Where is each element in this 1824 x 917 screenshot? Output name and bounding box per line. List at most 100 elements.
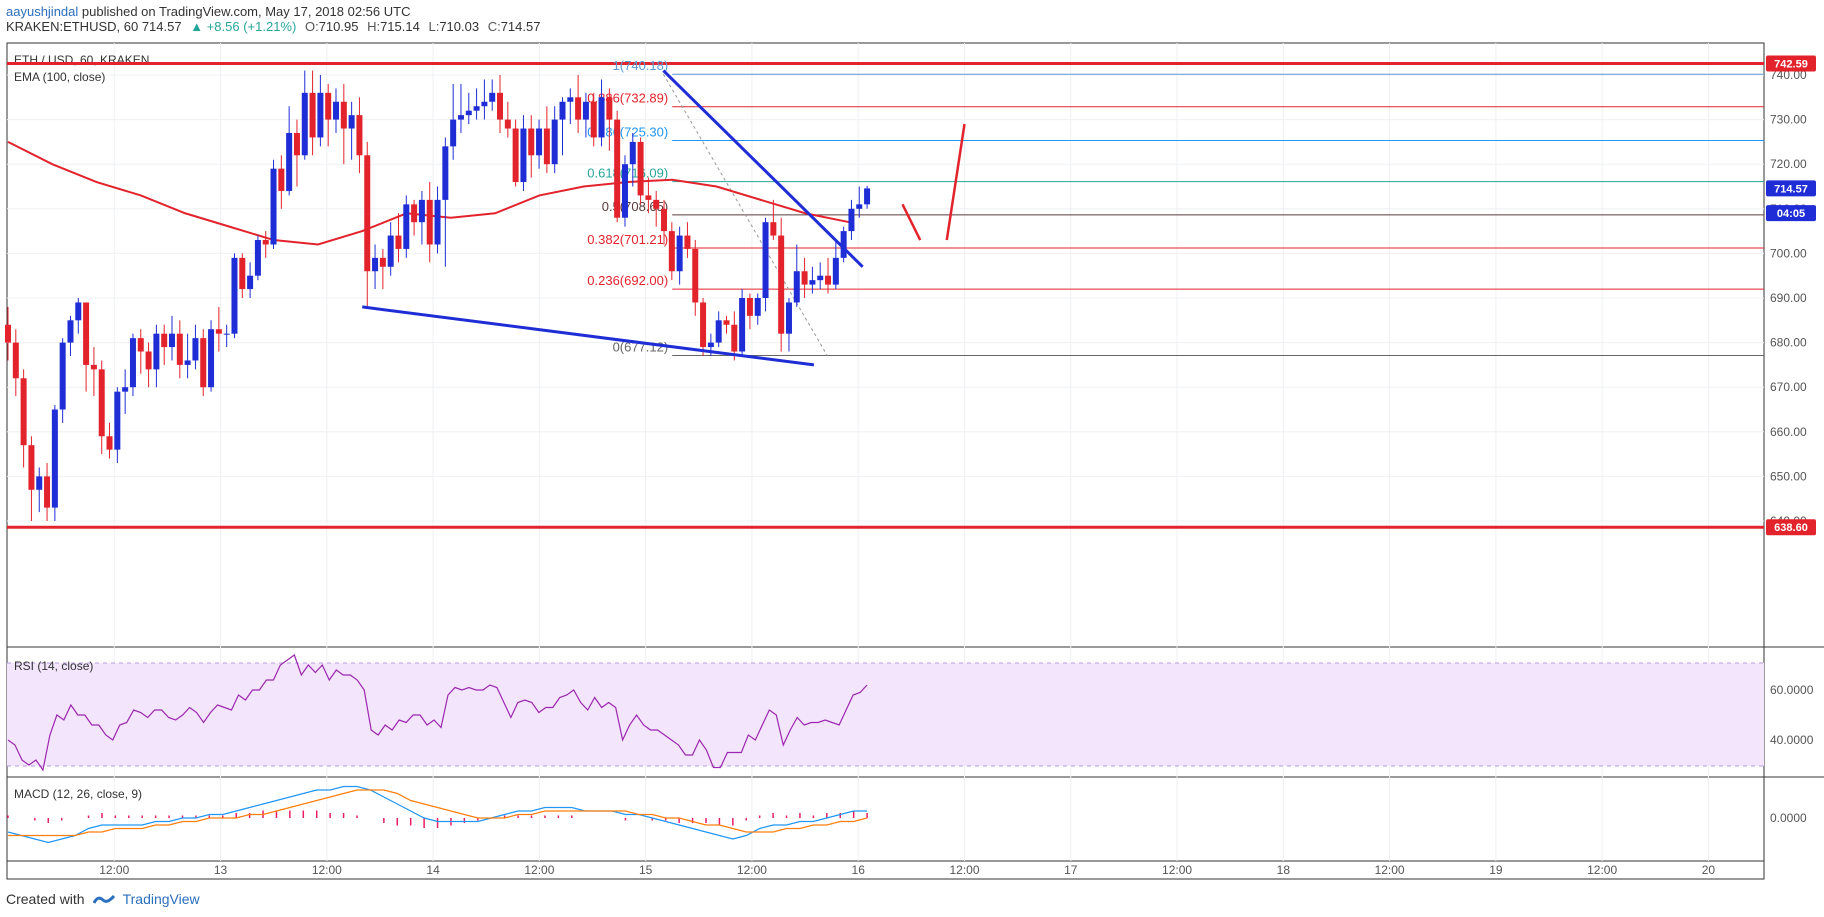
level-tag-label: 638.60 <box>1774 522 1808 534</box>
candle-body <box>864 188 871 205</box>
price-tick-label: 690.00 <box>1770 291 1807 305</box>
candle-body <box>606 97 613 120</box>
candle-body <box>473 106 480 111</box>
candle-body <box>629 141 636 165</box>
candle-body <box>215 329 222 334</box>
price-tag-label: 04:05 <box>1777 208 1805 220</box>
candle-body <box>208 329 215 388</box>
candle-body <box>192 338 199 361</box>
candle-body <box>856 204 863 209</box>
candle-body <box>28 445 35 490</box>
low-value: 710.03 <box>439 19 480 34</box>
time-tick-label: 15 <box>639 863 653 877</box>
price-tags: 742.59 638.60 714.57 04:05 <box>1766 55 1816 536</box>
time-tick-label: 12:00 <box>524 863 554 877</box>
candle-body <box>317 92 324 138</box>
price-tick-label: 730.00 <box>1770 113 1807 127</box>
projection-stroke <box>945 123 966 241</box>
candle-body <box>200 338 207 388</box>
low-label: L: <box>428 19 440 34</box>
high-value: 715.14 <box>380 19 420 34</box>
candle-body <box>621 164 628 218</box>
candle-body <box>278 168 285 191</box>
candle-body <box>348 115 355 129</box>
macd-axis: 0.0000 <box>1770 811 1807 825</box>
rsi-path <box>7 654 868 772</box>
ema-indicator-label: EMA (100, close) <box>14 70 105 84</box>
candle-body <box>90 364 97 370</box>
candle-body <box>262 240 269 245</box>
candle-body <box>176 333 183 365</box>
candle-body <box>590 101 597 138</box>
candle-body <box>825 275 832 285</box>
price-tag-bg <box>1766 180 1816 197</box>
fib-diagonal <box>662 73 828 356</box>
candle-body <box>137 338 144 352</box>
candle-body <box>559 101 566 120</box>
projection-arrows[interactable] <box>901 123 966 241</box>
candle-body <box>36 476 43 490</box>
candle-body <box>114 391 121 450</box>
time-tick-label: 12:00 <box>312 863 342 877</box>
candle-body <box>418 199 425 223</box>
candle-body <box>379 257 386 267</box>
candle-body <box>785 302 792 334</box>
candle-body <box>51 409 58 508</box>
candle-body <box>707 342 714 348</box>
candle-body <box>481 101 488 107</box>
rsi-tick-label: 60.0000 <box>1770 683 1814 697</box>
candle-body <box>457 115 464 120</box>
trendlines[interactable] <box>362 69 864 367</box>
candle-body <box>582 101 589 120</box>
fib-level-label: 0.786(725.30) <box>587 125 668 140</box>
candle-body <box>75 302 82 321</box>
candle-body <box>801 271 808 285</box>
price-tag-bg <box>1766 205 1816 222</box>
candle-body <box>723 320 730 325</box>
candle-body <box>254 240 261 276</box>
time-tick-label: 12:00 <box>949 863 979 877</box>
fib-level-label: 1(740.18) <box>613 58 669 73</box>
candle-body <box>543 128 550 165</box>
candle-body <box>426 199 433 245</box>
open-label: O: <box>304 19 319 34</box>
candle-body <box>5 324 11 343</box>
time-axis: 12:00 13 12:00 14 12:00 15 12:00 16 12:00 17 12:00… <box>99 863 1715 877</box>
candle-body <box>153 333 160 370</box>
trendline <box>662 69 864 268</box>
candle-body <box>520 128 527 183</box>
open-value: 710.95 <box>318 19 359 34</box>
level-tag-label: 742.59 <box>1774 58 1808 70</box>
fibonacci-retracement[interactable]: 1(740.18)0.886(732.89)0.786(725.30)0.618… <box>587 58 1764 356</box>
rsi-tick-label: 40.0000 <box>1770 733 1814 747</box>
trendline <box>362 305 815 367</box>
candle-body <box>286 132 293 191</box>
candle-body <box>676 235 683 272</box>
candle-body <box>551 119 558 165</box>
time-tick-label: 20 <box>1702 863 1716 877</box>
candle-body <box>161 333 168 348</box>
time-tick-label: 12:00 <box>1375 863 1405 877</box>
candle-body <box>489 92 496 102</box>
time-tick-label: 12:00 <box>737 863 767 877</box>
candle-body <box>372 257 379 272</box>
candle-body <box>512 128 519 183</box>
candle-body <box>762 222 769 298</box>
candle-body <box>739 298 746 352</box>
candle-body <box>528 128 535 156</box>
candle-body <box>44 476 51 508</box>
candlesticks <box>5 70 871 521</box>
time-tick-label: 14 <box>426 863 440 877</box>
candle-body <box>106 436 113 450</box>
candle-body <box>67 320 74 343</box>
candle-body <box>356 115 363 156</box>
candle-body <box>684 235 691 249</box>
candle-body <box>301 92 308 156</box>
time-tick-label: 16 <box>852 863 866 877</box>
author-link[interactable]: aayushjindal <box>6 4 79 19</box>
tradingview-link[interactable]: TradingView <box>122 891 200 907</box>
rsi-band <box>7 663 1764 766</box>
time-tick-label: 12:00 <box>1587 863 1617 877</box>
candle-body <box>715 320 722 343</box>
